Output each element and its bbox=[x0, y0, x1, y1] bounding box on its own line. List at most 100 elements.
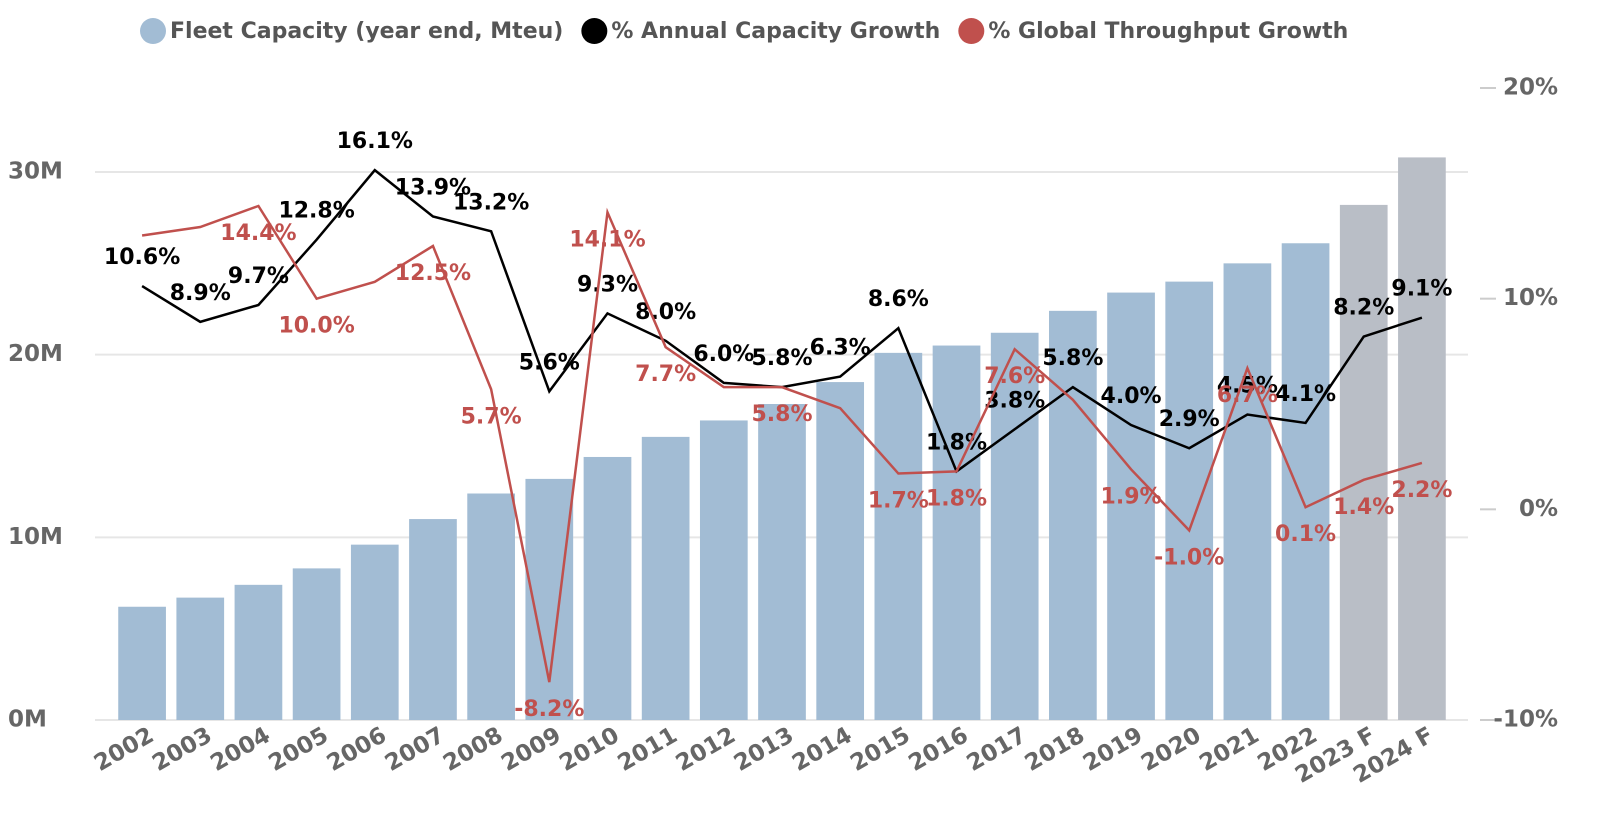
x-tick: 2014 bbox=[788, 722, 856, 777]
bar bbox=[699, 420, 748, 720]
x-tick-label: 2009 bbox=[497, 722, 565, 777]
data-label: -1.0% bbox=[1154, 545, 1224, 570]
x-tick: 2010 bbox=[555, 722, 623, 777]
data-label: 16.1% bbox=[337, 129, 413, 154]
data-label: 4.5% bbox=[1217, 374, 1278, 399]
data-label: 14.1% bbox=[569, 227, 645, 252]
bar bbox=[816, 382, 865, 720]
data-label: 9.7% bbox=[228, 264, 289, 289]
bar bbox=[1398, 157, 1446, 720]
data-label: 12.8% bbox=[278, 199, 354, 224]
data-label: 10.6% bbox=[104, 245, 180, 270]
bar bbox=[350, 544, 399, 720]
data-label: 6.7% bbox=[1217, 383, 1278, 408]
data-label: 6.0% bbox=[693, 342, 754, 367]
x-tick: 2004 bbox=[206, 722, 274, 777]
x-tick-label: 2006 bbox=[323, 722, 391, 777]
x-tick: 2017 bbox=[963, 722, 1031, 777]
data-label: 2.2% bbox=[1391, 478, 1452, 503]
x-tick-label: 2013 bbox=[730, 722, 798, 777]
data-label: 7.6% bbox=[984, 364, 1045, 389]
bar bbox=[234, 584, 283, 720]
data-label: 8.9% bbox=[170, 281, 231, 306]
bar bbox=[1223, 263, 1272, 720]
bar bbox=[1165, 281, 1214, 720]
x-tick-label: 2020 bbox=[1137, 722, 1205, 777]
bar bbox=[118, 606, 166, 720]
data-label: 13.9% bbox=[395, 176, 471, 201]
x-tick: 2015 bbox=[846, 722, 914, 777]
data-label: 9.1% bbox=[1391, 277, 1452, 302]
data-label: 14.4% bbox=[220, 221, 296, 246]
x-tick-label: 2003 bbox=[148, 722, 216, 777]
x-tick: 2006 bbox=[323, 722, 391, 777]
data-label: 2.9% bbox=[1159, 407, 1220, 432]
data-label: 5.8% bbox=[1042, 346, 1103, 371]
x-tick-label: 2005 bbox=[264, 722, 332, 777]
legend-marker bbox=[140, 18, 166, 44]
data-label: 1.8% bbox=[926, 486, 987, 511]
x-tick: 2009 bbox=[497, 722, 565, 777]
x-tick: 2020 bbox=[1137, 722, 1205, 777]
bar bbox=[641, 436, 690, 720]
x-tick-label: 2014 bbox=[788, 722, 856, 777]
bar bbox=[874, 352, 923, 720]
data-label: 4.0% bbox=[1101, 384, 1162, 409]
data-label: 7.7% bbox=[635, 362, 696, 387]
y2-tick-label: 0% bbox=[1519, 496, 1558, 522]
data-label: -8.2% bbox=[514, 697, 584, 722]
data-label: 5.8% bbox=[751, 402, 812, 427]
x-tick-label: 2018 bbox=[1021, 722, 1089, 777]
x-tick: 2012 bbox=[672, 722, 740, 777]
bar bbox=[467, 493, 515, 720]
bar bbox=[758, 404, 806, 720]
bar bbox=[932, 345, 981, 720]
x-tick: 2011 bbox=[613, 722, 681, 777]
x-tick-label: 2019 bbox=[1079, 722, 1147, 777]
x-tick: 2021 bbox=[1195, 722, 1263, 777]
x-tick: 2002 bbox=[90, 722, 158, 777]
x-tick: 2005 bbox=[264, 722, 332, 777]
bar bbox=[1281, 243, 1330, 720]
x-tick: 2013 bbox=[730, 722, 798, 777]
x-tick-label: 2017 bbox=[963, 722, 1031, 777]
bar bbox=[1107, 292, 1155, 720]
bar bbox=[409, 519, 457, 720]
x-tick-label: 2007 bbox=[381, 722, 449, 777]
data-label: 5.7% bbox=[461, 404, 522, 429]
x-tick: 2007 bbox=[381, 722, 449, 777]
data-label: 10.0% bbox=[278, 314, 354, 339]
legend-label: % Global Throughput Growth bbox=[988, 19, 1348, 44]
bar bbox=[292, 568, 341, 720]
x-tick: 2019 bbox=[1079, 722, 1147, 777]
data-label: 5.8% bbox=[751, 346, 812, 371]
legend-label: % Annual Capacity Growth bbox=[611, 19, 940, 44]
x-tick: 2008 bbox=[439, 722, 507, 777]
data-label: 5.6% bbox=[519, 350, 580, 375]
y-tick-label: 30M bbox=[8, 159, 63, 185]
bar bbox=[583, 456, 632, 720]
bar bbox=[1339, 204, 1388, 720]
data-label: 8.0% bbox=[635, 300, 696, 325]
legend-marker bbox=[581, 18, 608, 44]
x-tick-label: 2011 bbox=[613, 722, 681, 777]
x-tick-label: 2010 bbox=[555, 722, 623, 777]
x-tick-label: 2021 bbox=[1195, 722, 1263, 777]
legend-marker bbox=[958, 18, 985, 44]
data-label: 13.2% bbox=[453, 190, 529, 215]
x-tick-label: 2012 bbox=[672, 722, 740, 777]
y2-tick-label: -10% bbox=[1493, 707, 1558, 733]
data-label: 4.1% bbox=[1275, 382, 1336, 407]
data-label: 1.8% bbox=[926, 430, 987, 455]
x-tick-label: 2008 bbox=[439, 722, 507, 777]
x-tick: 2016 bbox=[904, 722, 972, 777]
y-tick-label: 0M bbox=[8, 707, 47, 733]
bar bbox=[1049, 310, 1097, 720]
data-label: 12.5% bbox=[395, 261, 471, 286]
y2-tick-label: 10% bbox=[1503, 285, 1558, 311]
data-label: 0.1% bbox=[1275, 522, 1336, 547]
y-tick-label: 20M bbox=[8, 341, 63, 367]
y-tick-label: 10M bbox=[8, 524, 63, 550]
x-tick-label: 2015 bbox=[846, 722, 914, 777]
